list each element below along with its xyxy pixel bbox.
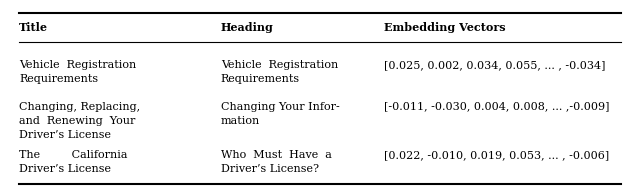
Text: [0.025, 0.002, 0.034, 0.055, ... , -0.034]: [0.025, 0.002, 0.034, 0.055, ... , -0.03… (384, 60, 605, 70)
Text: [-0.011, -0.030, 0.004, 0.008, ... ,-0.009]: [-0.011, -0.030, 0.004, 0.008, ... ,-0.0… (384, 102, 609, 112)
Text: Vehicle  Registration
Requirements: Vehicle Registration Requirements (221, 60, 338, 84)
Text: [0.022, -0.010, 0.019, 0.053, ... , -0.006]: [0.022, -0.010, 0.019, 0.053, ... , -0.0… (384, 150, 609, 160)
Text: Embedding Vectors: Embedding Vectors (384, 22, 506, 33)
Text: Heading: Heading (221, 22, 274, 33)
Text: Vehicle  Registration
Requirements: Vehicle Registration Requirements (19, 60, 136, 84)
Text: Changing, Replacing,
and  Renewing  Your
Driver’s License: Changing, Replacing, and Renewing Your D… (19, 102, 140, 140)
Text: Who  Must  Have  a
Driver’s License?: Who Must Have a Driver’s License? (221, 150, 332, 174)
Text: Title: Title (19, 22, 48, 33)
Text: Changing Your Infor-
mation: Changing Your Infor- mation (221, 102, 340, 126)
Text: The         California
Driver’s License: The California Driver’s License (19, 150, 128, 174)
